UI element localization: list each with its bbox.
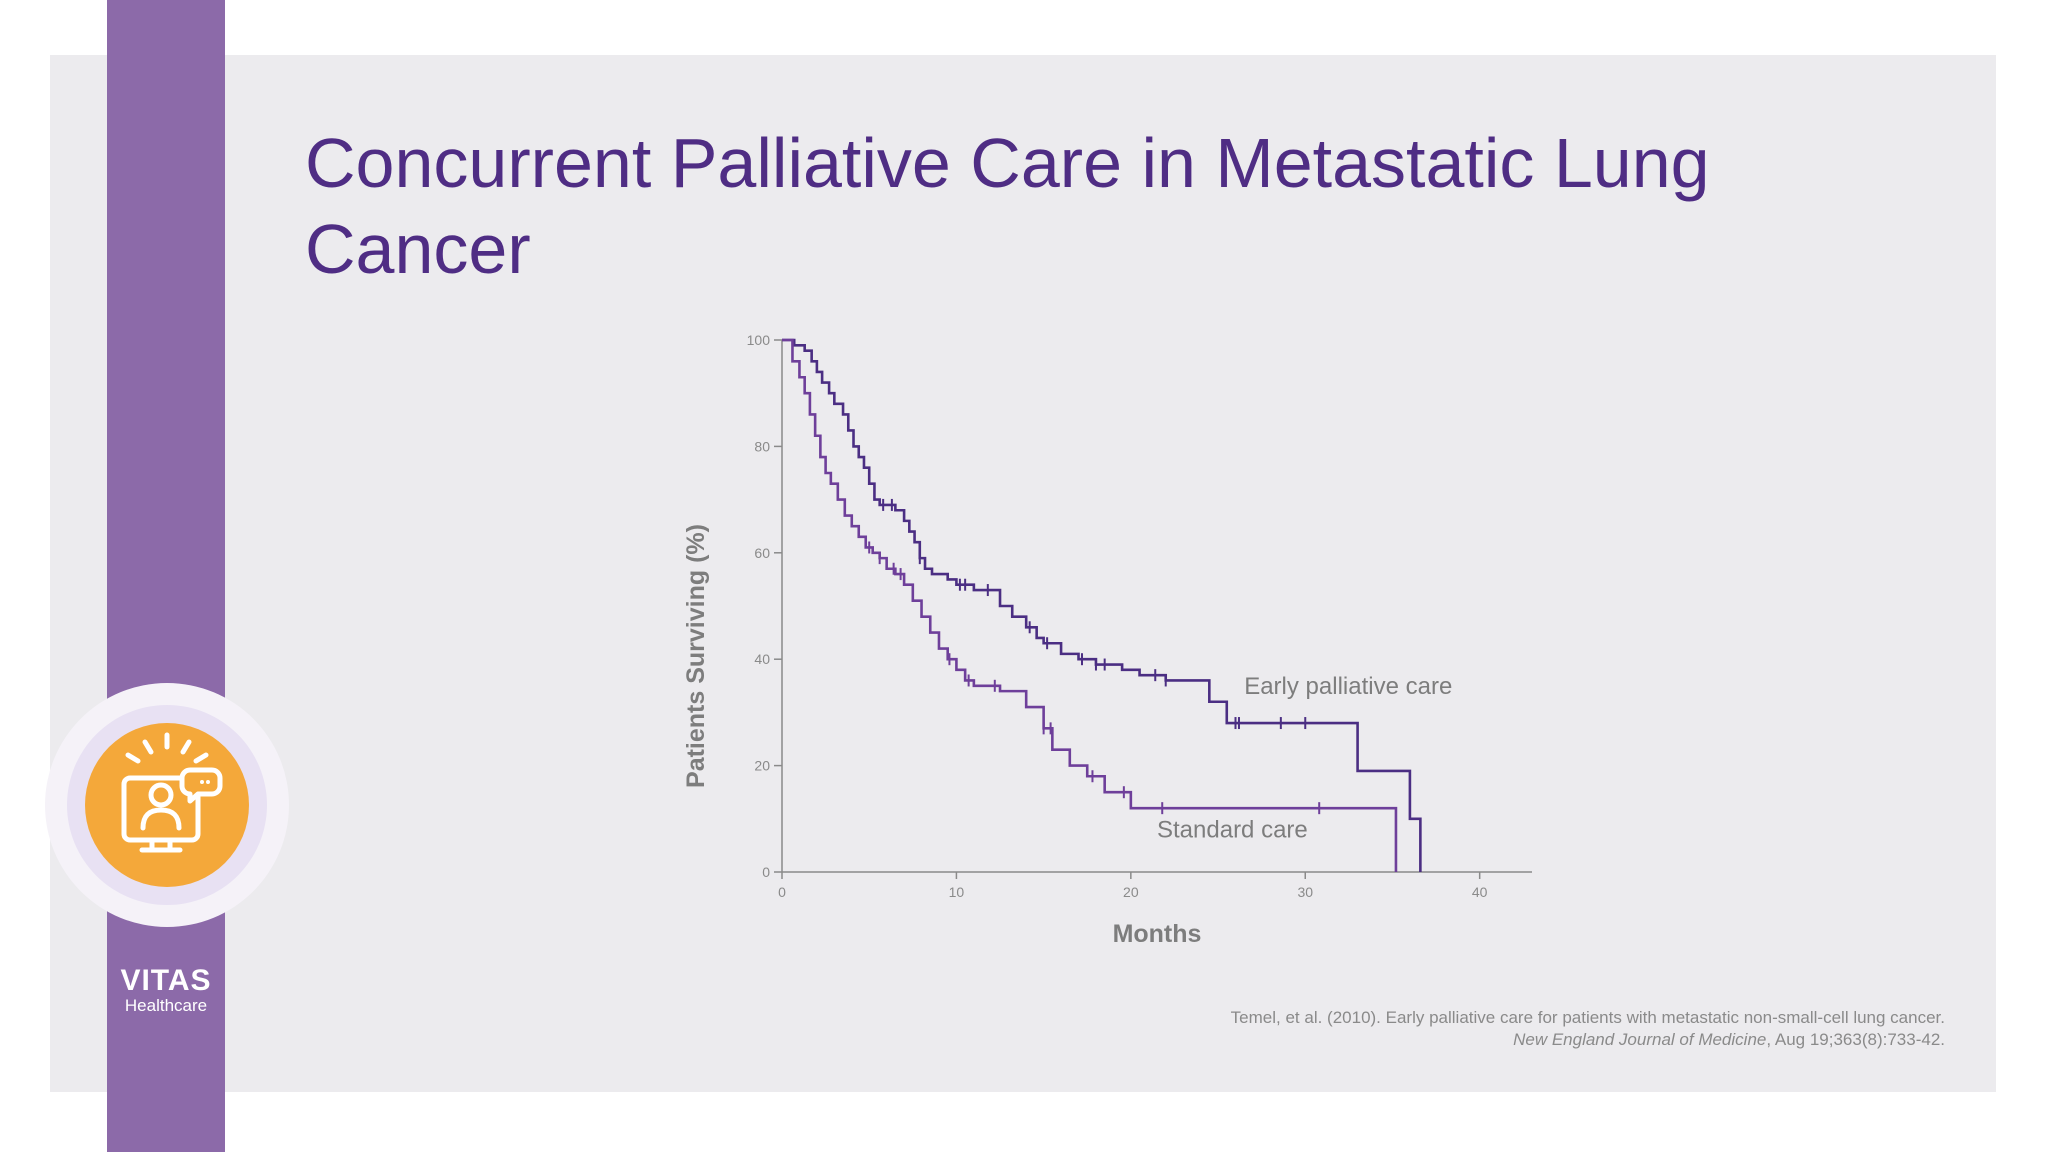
x-tick-label: 40: [1472, 884, 1488, 900]
brand-logo: VITAS Healthcare: [110, 965, 222, 1015]
y-axis-label: Patients Surviving (%): [682, 524, 710, 788]
page-title: Concurrent Palliative Care in Metastatic…: [305, 124, 1710, 288]
citation: Temel, et al. (2010). Early palliative c…: [1231, 1007, 1945, 1051]
series-line-1: [782, 338, 1398, 872]
slide-panel: [50, 55, 1996, 1092]
brand-sub: Healthcare: [124, 996, 208, 1015]
side-band: [107, 0, 225, 1152]
x-tick-label: 10: [949, 884, 965, 900]
series-label-0: Early palliative care: [1244, 673, 1452, 700]
y-tick-label: 100: [747, 332, 771, 348]
x-tick-label: 30: [1297, 884, 1313, 900]
y-tick-label: 80: [754, 438, 770, 454]
y-tick-label: 40: [754, 651, 770, 667]
patient-telehealth-monitor-icon: [42, 680, 292, 930]
series-line-0: [782, 338, 1422, 872]
y-tick-label: 20: [754, 758, 770, 774]
y-tick-label: 0: [762, 864, 770, 880]
x-axis-label: Months: [1113, 920, 1202, 948]
x-tick-label: 0: [778, 884, 786, 900]
citation-journal: New England Journal of Medicine: [1513, 1030, 1767, 1049]
citation-line-2: New England Journal of Medicine, Aug 19;…: [1231, 1029, 1945, 1051]
y-tick-label: 60: [754, 545, 770, 561]
x-tick-label: 20: [1123, 884, 1139, 900]
citation-details: , Aug 19;363(8):733-42.: [1766, 1030, 1945, 1049]
brand-name: VITAS: [120, 964, 212, 997]
series-label-1: Standard care: [1157, 816, 1308, 843]
citation-line-1: Temel, et al. (2010). Early palliative c…: [1230, 1008, 1945, 1027]
